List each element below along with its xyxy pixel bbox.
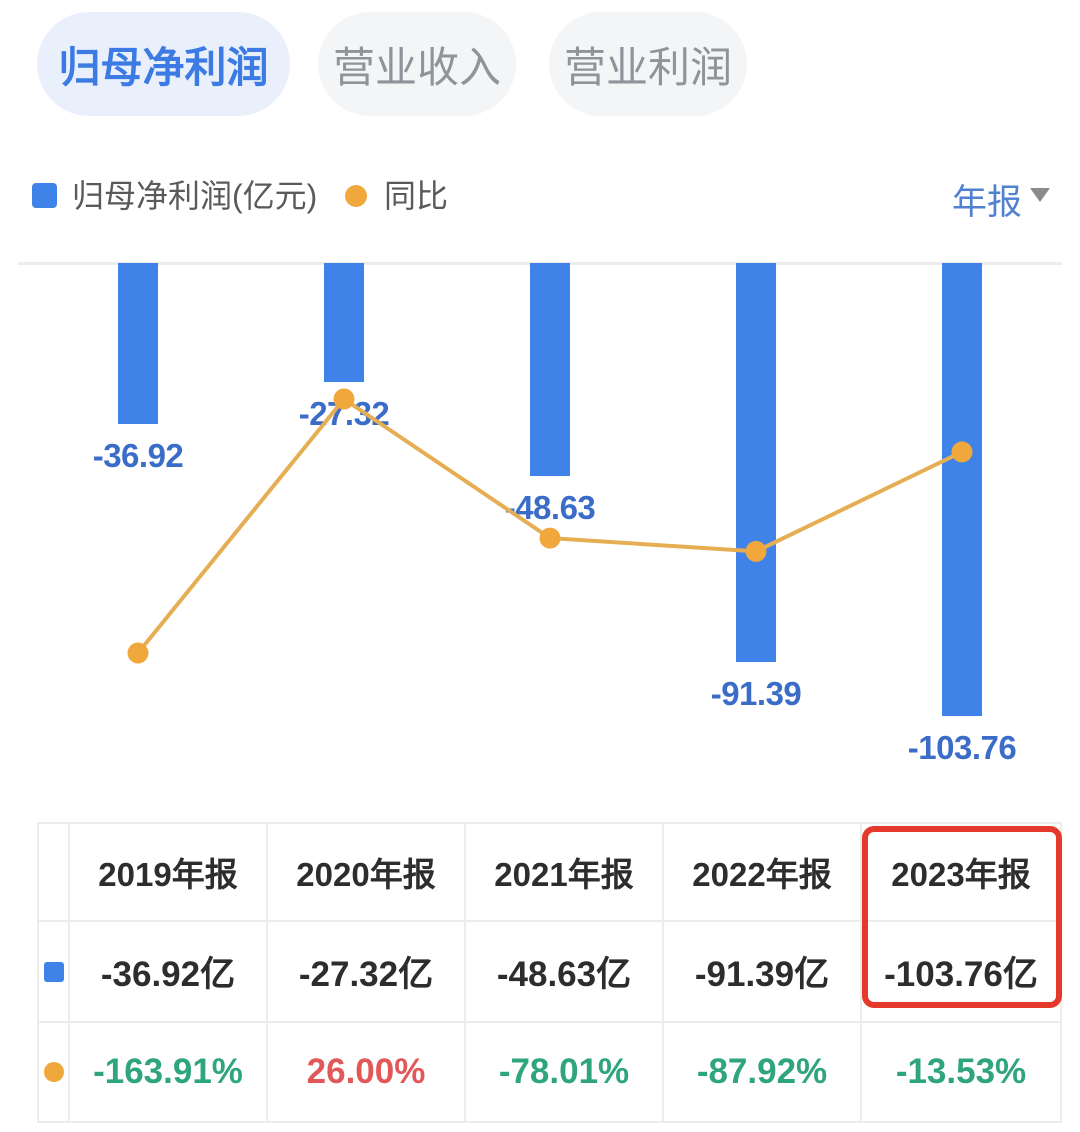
table-cell-yoy-2020: 26.00% xyxy=(268,1023,466,1121)
table-header-2022: 2022年报 xyxy=(664,824,862,922)
bar-value-label-2020: -27.32 xyxy=(298,395,390,433)
table-row-icon-cell xyxy=(39,922,70,1023)
bar-value-label-2019: -36.92 xyxy=(92,437,184,475)
line-point-2021[interactable] xyxy=(539,527,561,549)
table-cell-profit-2020: -27.32亿 xyxy=(268,922,466,1023)
table-cell-profit-2019: -36.92亿 xyxy=(70,922,268,1023)
table-header-2019: 2019年报 xyxy=(70,824,268,922)
bar-2021[interactable] xyxy=(530,263,570,476)
bar-2019[interactable] xyxy=(118,263,158,424)
bar-2022[interactable] xyxy=(736,263,776,662)
bar-series-swatch-icon xyxy=(32,183,57,208)
table-cell-profit-2022: -91.39亿 xyxy=(664,922,862,1023)
line-point-2019[interactable] xyxy=(127,642,149,664)
period-selector[interactable]: 年报 xyxy=(946,172,1056,222)
table-row-icon-cell xyxy=(39,1023,70,1121)
bar-value-label-2023: -103.76 xyxy=(907,729,1017,767)
bar-2020[interactable] xyxy=(324,263,364,382)
table-header-2020: 2020年报 xyxy=(268,824,466,922)
tab-net-profit[interactable]: 归母净利润 xyxy=(37,12,290,116)
bar-value-label-2021: -48.63 xyxy=(504,488,596,526)
line-series-legend-label: 同比 xyxy=(384,178,449,214)
table-cell-yoy-2023: -13.53% xyxy=(862,1023,1060,1121)
blue-square-icon xyxy=(43,961,64,982)
chevron-down-icon xyxy=(1030,188,1050,202)
table-cell-profit-2023: -103.76亿 xyxy=(862,922,1060,1023)
bar-value-label-2022: -91.39 xyxy=(710,675,802,713)
table-cell-yoy-2021: -78.01% xyxy=(466,1023,664,1121)
line-series-swatch-icon xyxy=(345,185,367,207)
tab-operating-revenue[interactable]: 营业收入 xyxy=(318,12,516,116)
table-header-2021: 2021年报 xyxy=(466,824,664,922)
table-cell-profit-2021: -48.63亿 xyxy=(466,922,664,1023)
tab-operating-profit[interactable]: 营业利润 xyxy=(549,12,747,116)
table-header-2023: 2023年报 xyxy=(862,824,1060,922)
bar-2023[interactable] xyxy=(942,263,982,716)
table-cell-yoy-2022: -87.92% xyxy=(664,1023,862,1121)
annual-report-table: 2019年报 2020年报 2021年报 2022年报 2023年报 -36.92亿 -27… xyxy=(37,822,1062,1123)
period-selector-label: 年报 xyxy=(952,183,1023,222)
orange-dot-icon xyxy=(43,1062,64,1082)
table-corner-cell xyxy=(39,824,70,922)
bar-series-legend-label: 归母净利润(亿元) xyxy=(72,178,318,214)
table-cell-yoy-2019: -163.91% xyxy=(70,1023,268,1121)
